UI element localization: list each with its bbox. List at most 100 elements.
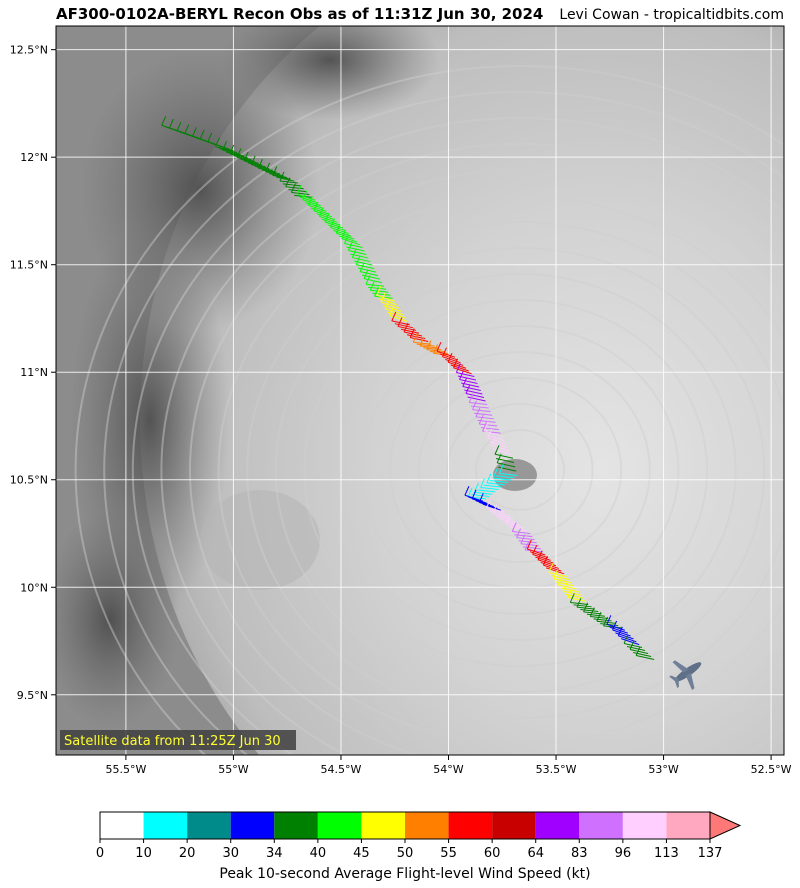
wind-barb	[344, 243, 363, 248]
wind-barb-flag	[453, 358, 458, 368]
wind-barb-flag	[265, 162, 271, 173]
lon-tick-label: 52.5°W	[751, 763, 792, 776]
colorbar-tick-label: 60	[484, 846, 501, 861]
wind-barb	[520, 543, 539, 547]
wind-barb-flag	[341, 229, 347, 239]
wind-barb	[413, 341, 432, 345]
wind-barb	[439, 353, 458, 361]
lat-tick-label: 9.5°N	[17, 689, 48, 702]
wind-barb-flag	[290, 183, 296, 193]
wind-barb	[545, 567, 565, 575]
wind-barb	[596, 620, 615, 624]
wind-barb-flag	[359, 262, 365, 272]
wind-barb-flag	[603, 616, 608, 627]
wind-barb	[251, 164, 270, 170]
wind-barb	[365, 283, 385, 287]
colorbar-segment	[187, 812, 231, 839]
wind-barb	[603, 625, 622, 629]
wind-barb-flag	[475, 407, 481, 418]
wind-barb-flag	[589, 607, 595, 617]
wind-barb	[327, 224, 346, 232]
wind-barb	[330, 227, 349, 235]
wind-barb	[370, 289, 389, 293]
wind-barb-flag	[222, 141, 228, 151]
wind-barb-flag	[285, 177, 291, 187]
wind-barb	[279, 180, 299, 184]
cloud-band	[246, 221, 784, 719]
cloud-band	[131, 117, 784, 755]
wind-barb	[419, 345, 439, 349]
wind-barb-flag	[606, 615, 612, 625]
wind-barb	[456, 372, 475, 378]
wind-barb-flag	[567, 588, 573, 598]
wind-barb	[240, 158, 259, 164]
wind-barb-flag	[243, 151, 249, 162]
wind-barb-flag	[520, 534, 526, 544]
cloud-band	[74, 65, 784, 755]
wind-barb-flag	[596, 612, 602, 622]
wind-barb	[492, 512, 511, 518]
lat-tick-label: 11.5°N	[10, 259, 48, 272]
wind-barb-flag	[478, 414, 484, 425]
wind-barb	[462, 386, 481, 391]
wind-barb	[226, 151, 245, 157]
wind-barb	[261, 169, 281, 175]
wind-barb	[335, 232, 355, 240]
colorbar-segment	[622, 812, 667, 839]
wind-barb-flag	[199, 129, 205, 140]
wind-barb-flag	[569, 593, 575, 603]
wind-barb	[468, 496, 487, 504]
wind-barb-flag	[351, 248, 357, 258]
wind-barb-flag	[576, 597, 582, 608]
wind-barb-flag	[389, 306, 395, 316]
wind-barb	[567, 596, 587, 602]
grid-lines	[56, 26, 784, 755]
recon-observations	[161, 116, 655, 661]
wind-barb-flag	[480, 478, 486, 488]
cloud-band	[360, 325, 680, 615]
colorbar-segment	[579, 812, 623, 839]
wind-barb-flag	[363, 269, 369, 279]
wind-barb	[508, 526, 528, 532]
wind-barb	[626, 646, 646, 651]
wind-barb	[487, 437, 507, 445]
wind-barb	[400, 328, 420, 334]
wind-barb	[447, 361, 467, 369]
lat-tick-label: 12°N	[20, 151, 48, 164]
wind-barb	[423, 347, 442, 351]
map-title: AF300-0102A-BERYL Recon Obs as of 11:31Z…	[56, 5, 544, 23]
wind-barb	[489, 510, 508, 516]
wind-barb	[558, 584, 577, 590]
colorbar-tick-label: 0	[96, 846, 104, 861]
wind-barb	[516, 537, 535, 541]
wind-barb-flag	[279, 171, 285, 182]
wind-barb-flag	[468, 393, 474, 403]
credit-text: Levi Cowan - tropicaltidbits.com	[559, 7, 784, 23]
wind-barb	[269, 173, 288, 179]
wind-barb	[496, 475, 515, 479]
wind-barb-flag	[344, 234, 349, 244]
wind-barb	[479, 423, 498, 427]
wind-barb	[436, 350, 456, 358]
colorbar-tick-label: 30	[222, 846, 239, 861]
wind-barb	[322, 218, 341, 226]
wind-barb	[495, 515, 515, 521]
wind-barb	[512, 531, 531, 535]
wind-barb-flag	[467, 487, 473, 498]
wind-barb-flag	[498, 509, 504, 519]
wind-barb	[319, 215, 338, 223]
cloud-band	[103, 91, 784, 755]
colorbar-title: Peak 10-second Average Flight-level Wind…	[219, 866, 591, 882]
satellite-label-box	[60, 730, 296, 750]
wind-barb-flag	[324, 212, 330, 223]
wind-barb-flag	[532, 545, 538, 555]
wind-barb-flag	[496, 453, 502, 464]
wind-barb-flag	[447, 353, 453, 363]
wind-barb	[305, 202, 324, 210]
wind-barb-flag	[473, 483, 479, 493]
wind-barb-flag	[433, 344, 439, 354]
colorbar-tick-label: 40	[310, 846, 327, 861]
wind-barb	[497, 462, 516, 468]
wind-barb	[397, 325, 417, 331]
wind-barb-flag	[462, 377, 468, 387]
